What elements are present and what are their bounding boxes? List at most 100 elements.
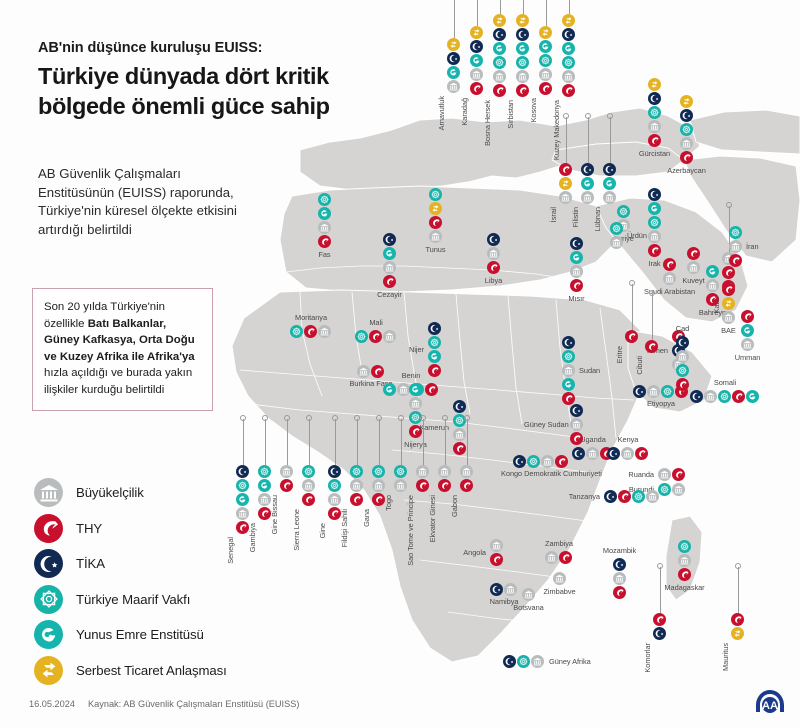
- country-marker-group: [493, 14, 506, 97]
- country-label: Libya: [484, 276, 503, 285]
- country-marker-group: [648, 78, 661, 147]
- tika-icon: [236, 465, 249, 478]
- legend-item-maarif: Türkiye Maarif Vakfı: [34, 584, 227, 614]
- country-marker-group: [706, 265, 719, 306]
- country-marker-group: [383, 233, 396, 288]
- embassy-icon: [357, 365, 370, 378]
- thy-icon: [741, 310, 754, 323]
- country-label: Sudan: [579, 366, 601, 375]
- maarif-icon: [562, 56, 575, 69]
- embassy-icon: [704, 390, 717, 403]
- thy-icon: [687, 247, 700, 260]
- country-marker-group: [438, 465, 451, 492]
- tika-icon: [607, 447, 620, 460]
- country-label: İran: [746, 242, 759, 251]
- embassy-icon: [646, 490, 659, 503]
- country-label: Lübnan: [593, 207, 602, 232]
- leader-endpoint: [607, 113, 613, 119]
- maarif-icon: [409, 411, 422, 424]
- country-marker-group: [453, 400, 466, 455]
- country-marker-group: [394, 465, 407, 492]
- embassy-icon: [680, 137, 693, 150]
- leader-endpoint: [629, 280, 635, 286]
- country-marker-group: [447, 38, 460, 93]
- callout-suffix: hızla açıldığı ve burada yakın ilişkiler…: [44, 367, 193, 396]
- leader-endpoint: [398, 415, 404, 421]
- tika-icon: [503, 655, 516, 668]
- thy-icon: [490, 553, 503, 566]
- maarif-icon: [516, 56, 529, 69]
- leader-line: [609, 117, 611, 163]
- yunus-emre-icon: [570, 251, 583, 264]
- maarif-icon: [302, 465, 315, 478]
- thy-icon: [562, 392, 575, 405]
- footer-source: Kaynak: AB Güvenlik Çalışmaları Enstitüs…: [88, 699, 300, 709]
- leader-line: [453, 0, 455, 38]
- thy-icon: [409, 425, 422, 438]
- yunus-emre-icon: [34, 620, 63, 649]
- thy-icon: [722, 283, 735, 296]
- yunus-emre-icon: [648, 202, 661, 215]
- thy-icon: [34, 513, 63, 543]
- country-marker-group: [645, 340, 658, 353]
- thy-icon: [304, 325, 317, 338]
- yunus-emre-icon: [447, 66, 460, 79]
- country-marker-group: [680, 95, 693, 164]
- country-label: Kamerun: [419, 423, 449, 432]
- embassy-icon: [447, 80, 460, 93]
- leader-line: [522, 0, 524, 14]
- thy-icon: [680, 151, 693, 164]
- country-marker-group: [460, 465, 473, 492]
- leader-endpoint: [284, 415, 290, 421]
- country-marker-group: [604, 490, 659, 503]
- embassy-icon: [460, 465, 473, 478]
- country-marker-group: [545, 551, 572, 564]
- country-label: Irak: [648, 259, 661, 268]
- country-label: Cezayir: [377, 290, 402, 299]
- leader-endpoint: [240, 415, 246, 421]
- maarif-icon: [632, 490, 645, 503]
- country-marker-group: [372, 465, 385, 506]
- free-trade-icon: [648, 78, 661, 91]
- embassy-icon: [741, 338, 754, 351]
- country-marker-group: [355, 330, 396, 343]
- leader-endpoint: [354, 415, 360, 421]
- leader-line: [499, 0, 501, 14]
- country-label: Güney Afrika: [549, 656, 591, 666]
- thy-icon: [369, 330, 382, 343]
- thy-icon: [493, 84, 506, 97]
- country-label: BAE: [721, 326, 736, 335]
- tika-icon: [572, 447, 585, 460]
- embassy-icon: [559, 191, 572, 204]
- country-label: Senegal: [226, 537, 235, 564]
- country-marker-group: [663, 258, 676, 285]
- maarif-icon: [355, 330, 368, 343]
- country-label: Gürcistan: [638, 149, 671, 158]
- thy-icon: [438, 479, 451, 492]
- country-marker-group: [409, 383, 422, 438]
- embassy-icon: [603, 191, 616, 204]
- standfirst: AB Güvenlik Çalışmaları Enstitüsünün (EU…: [38, 166, 237, 238]
- maarif-icon: [527, 455, 540, 468]
- embassy-icon: [545, 551, 558, 564]
- country-label: Sırbistan: [506, 100, 515, 129]
- leader-line: [659, 567, 661, 613]
- thy-icon: [258, 507, 271, 520]
- embassy-icon: [541, 455, 554, 468]
- country-marker-group: [570, 404, 583, 445]
- embassy-icon: [490, 539, 503, 552]
- free-trade-icon: [680, 95, 693, 108]
- leader-line: [286, 419, 288, 465]
- yunus-emre-icon: [383, 383, 396, 396]
- thy-icon: [663, 258, 676, 271]
- country-label: Eritre: [615, 346, 624, 364]
- embassy-icon: [678, 554, 691, 567]
- embassy-icon: [687, 261, 700, 274]
- embassy-icon: [570, 418, 583, 431]
- thy-icon: [653, 613, 666, 626]
- yunus-emre-icon: [516, 42, 529, 55]
- maarif-icon: [453, 414, 466, 427]
- thy-icon: [470, 82, 483, 95]
- thy-icon: [559, 163, 572, 176]
